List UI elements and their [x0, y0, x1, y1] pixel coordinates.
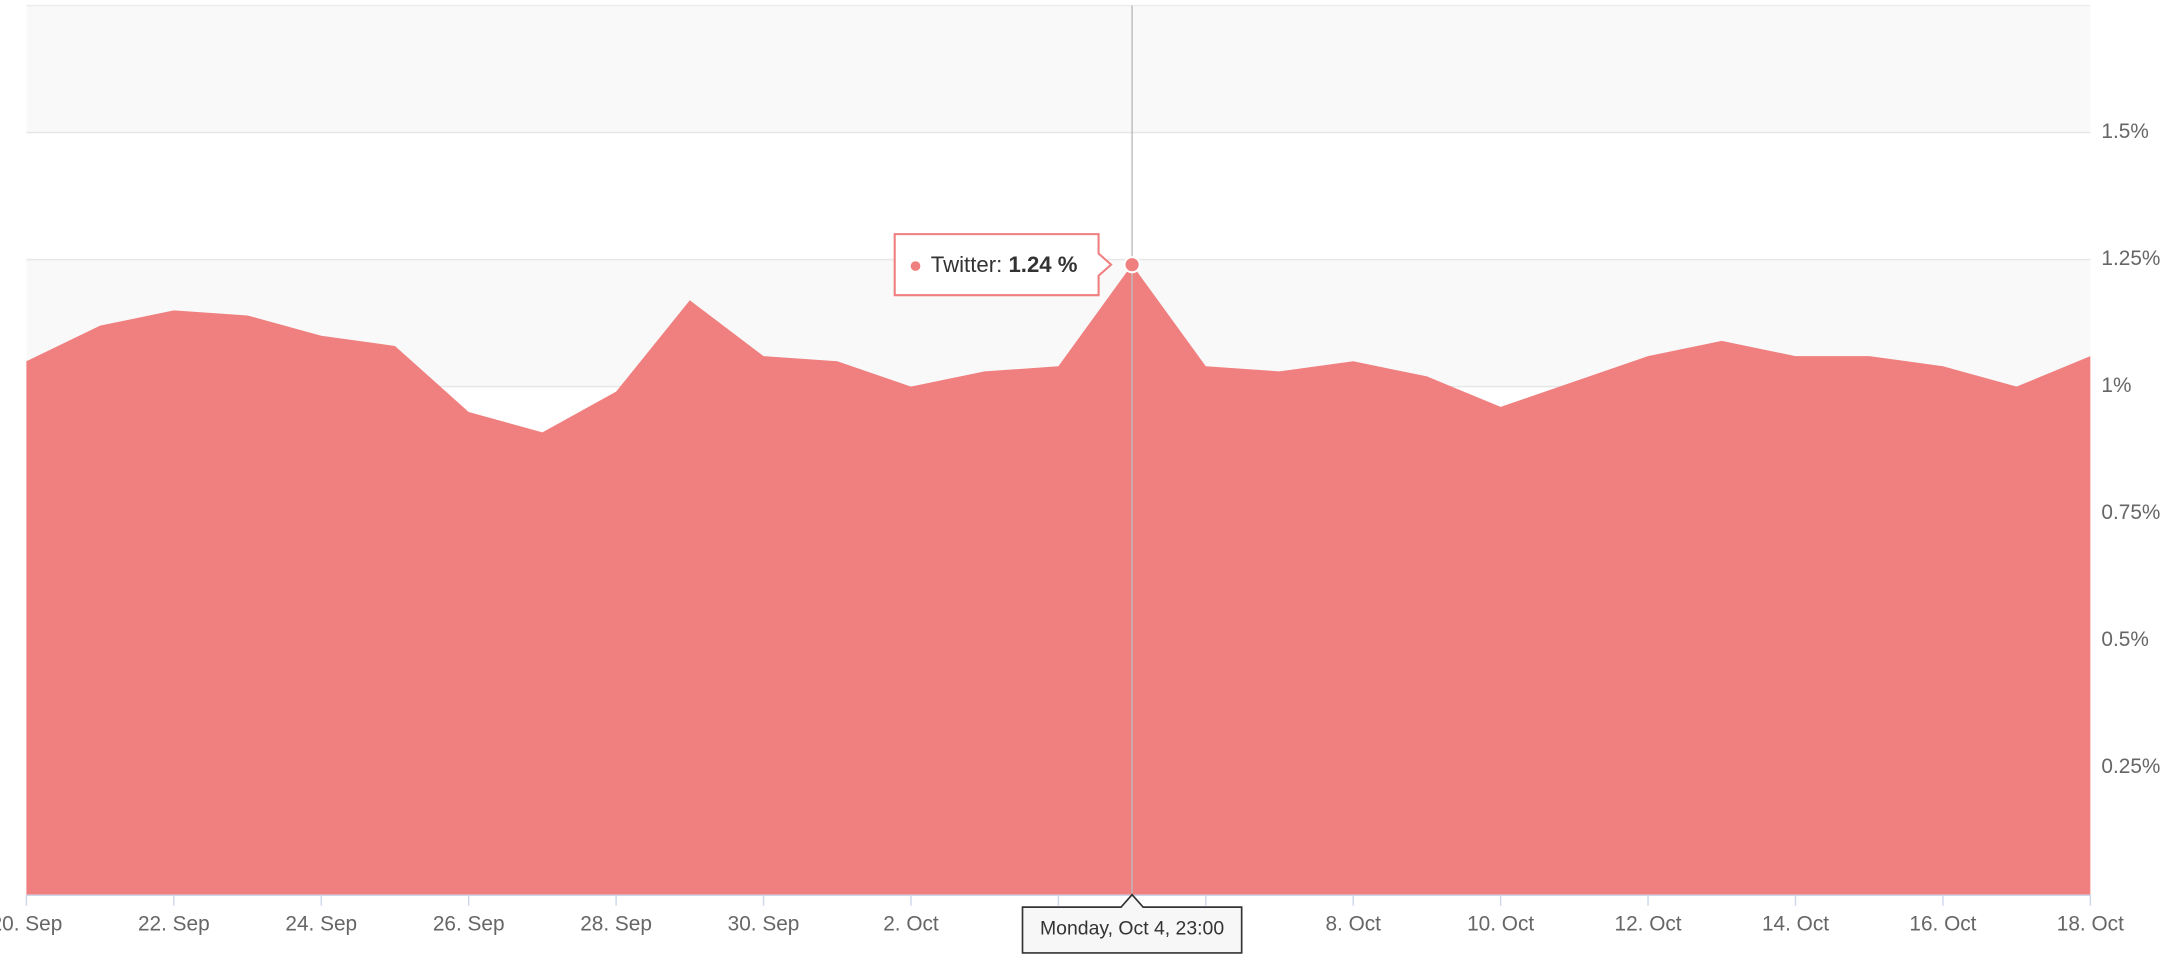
x-tick-label: 22. Sep: [138, 913, 210, 936]
x-tick-label: 10. Oct: [1467, 913, 1534, 936]
x-tick-label: 28. Sep: [580, 913, 652, 936]
x-tick-label: 30. Sep: [728, 913, 800, 936]
x-tick-label: 2. Oct: [883, 913, 939, 936]
x-tick-label: 20. Sep: [0, 913, 62, 936]
y-tick-label: 0.5%: [2101, 628, 2148, 651]
tooltip-colon: :: [996, 252, 1008, 277]
y-tick-label: 0.25%: [2101, 755, 2160, 778]
y-tick-label: 1.25%: [2101, 247, 2160, 270]
tooltip-box: [893, 233, 1113, 297]
plot-band: [26, 5, 2091, 133]
hover-point: [1123, 255, 1141, 274]
y-tick-label: 0.75%: [2101, 501, 2160, 524]
x-tick-label: 14. Oct: [1762, 913, 1829, 936]
tooltip: Twitter: 1.24 %: [893, 233, 1113, 297]
y-tick-label: 1.5%: [2101, 120, 2148, 143]
tooltip-dot: [910, 261, 921, 271]
x-tick-label: 18. Oct: [2057, 913, 2124, 936]
x-tick-label: 26. Sep: [433, 913, 505, 936]
tooltip-series: Twitter: [931, 252, 997, 277]
tooltip-value: 1.24 %: [1008, 252, 1077, 277]
x-tick-label: 8. Oct: [1325, 913, 1381, 936]
x-tick-label: 24. Sep: [285, 913, 357, 936]
area: [26, 264, 2091, 895]
x-tick-label: 12. Oct: [1615, 913, 1682, 936]
date-box: [1021, 893, 1243, 954]
date-tooltip: Monday, Oct 4, 23:00: [1021, 893, 1243, 954]
date-label: Monday, Oct 4, 23:00: [1040, 917, 1224, 939]
x-tick-label: 16. Oct: [1909, 913, 1976, 936]
tooltip-text: Twitter: 1.24 %: [931, 252, 1078, 277]
y-tick-label: 1%: [2101, 374, 2131, 397]
